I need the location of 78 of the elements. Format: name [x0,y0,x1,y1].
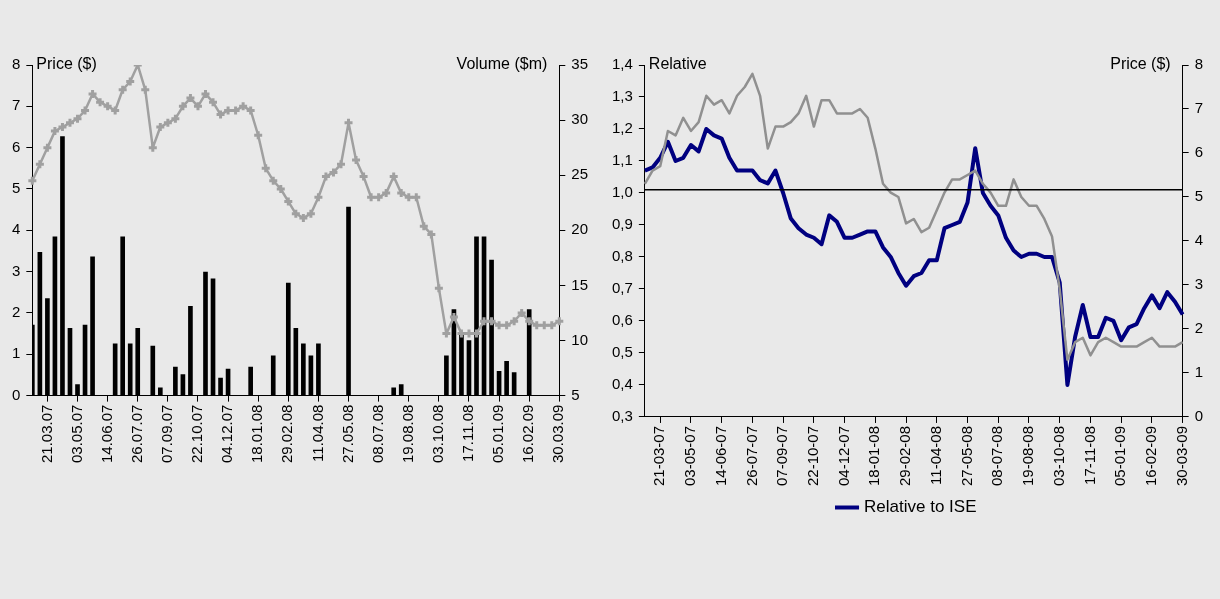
y2-tick-label: 6 [1194,143,1203,161]
x-tick-label: 26.07.07 [127,404,145,463]
y2-tick-label: 25 [571,165,588,183]
x-tick-label: 30-03-09 [1172,425,1190,486]
y-tick-label: 1,4 [611,55,633,73]
y-axis-title: Relative [648,55,707,73]
y-tick-label: 0 [12,385,21,403]
x-tick-label: 30.03.09 [549,404,567,463]
x-tick-label: 18.01.08 [248,404,266,463]
x-tick-label: 21.03.07 [37,404,55,463]
x-tick-label: 17-11-08 [1080,425,1098,485]
y-tick-label: 1,0 [611,183,633,201]
y2-tick-label: 2 [1194,319,1203,337]
y2-tick-label: 15 [571,275,588,293]
x-tick-label: 19.08.08 [398,404,416,463]
y-tick-label: 0,7 [611,279,633,297]
x-tick-label: 05-01-09 [1111,425,1129,486]
y-tick-label: 1,2 [611,119,633,137]
x-tick-label: 03.10.08 [429,404,447,463]
x-tick-label: 16.02.09 [519,404,537,463]
x-tick-label: 26-07-07 [742,425,760,486]
x-tick-label: 22.10.07 [188,404,206,463]
y-tick-label: 1 [12,344,21,362]
y-axis-title: Price ($) [36,55,97,73]
x-tick-label: 27-05-08 [957,425,975,486]
x-tick-label: 17.11.08 [459,404,477,462]
y-tick-label: 8 [12,55,21,73]
y-tick-label: 4 [12,220,21,238]
y-tick-label: 0,4 [611,375,633,393]
y2-tick-label: 5 [571,385,580,403]
y2-tick-label: 8 [1194,55,1203,73]
x-tick-label: 03-10-08 [1049,425,1067,486]
y2-tick-label: 30 [571,110,588,128]
x-tick-label: 04-12-07 [834,425,852,486]
x-tick-label: 11.04.08 [308,404,326,462]
x-tick-label: 14.06.07 [97,404,115,463]
y-tick-label: 0,8 [611,247,633,265]
x-tick-label: 22-10-07 [804,425,822,486]
x-tick-label: 14-06-07 [711,425,729,486]
y-tick-label: 1,3 [611,87,633,105]
x-tick-label: 04.12.07 [218,404,236,463]
y-tick-label: 7 [12,96,21,114]
x-tick-label: 29-02-08 [896,425,914,486]
x-tick-label: 29.02.08 [278,404,296,463]
y-tick-label: 0,9 [611,215,633,233]
legend-label: Relative to ISE [864,497,977,517]
x-tick-label: 03.05.07 [67,404,85,463]
x-tick-label: 07.09.07 [157,404,175,463]
x-tick-label: 16-02-09 [1142,425,1160,486]
y2-tick-label: 4 [1194,231,1203,249]
x-tick-label: 21-03-07 [650,425,668,486]
y2-tick-label: 20 [571,220,588,238]
y2-tick-label: 7 [1194,99,1203,117]
y2-tick-label: 1 [1194,363,1203,381]
y2-tick-label: 35 [571,55,588,73]
y-tick-label: 2 [12,303,21,321]
x-tick-label: 18-01-08 [865,425,883,486]
y-tick-label: 6 [12,137,21,155]
x-tick-label: 05.01.09 [489,404,507,463]
y-tick-label: 0,5 [611,343,633,361]
y2-tick-label: 0 [1194,407,1203,425]
y-tick-label: 0,3 [611,407,633,425]
y2-tick-label: 3 [1194,275,1203,293]
y-tick-label: 3 [12,261,21,279]
x-tick-label: 03-05-07 [681,425,699,486]
y-tick-label: 5 [12,179,21,197]
y2-tick-label: 10 [571,330,588,348]
x-tick-label: 19-08-08 [1019,425,1037,486]
y2-axis-title: Volume ($m) [456,55,548,73]
x-tick-label: 11-04-08 [926,425,944,485]
y-tick-label: 0,6 [611,311,633,329]
y2-axis-title: Price ($) [1110,55,1171,73]
x-tick-label: 07-09-07 [773,425,791,486]
x-tick-label: 27.05.08 [338,404,356,463]
x-tick-label: 08-07-08 [988,425,1006,486]
y2-tick-label: 5 [1194,187,1203,205]
y-tick-label: 1,1 [611,151,633,169]
x-tick-label: 08.07.08 [368,404,386,463]
